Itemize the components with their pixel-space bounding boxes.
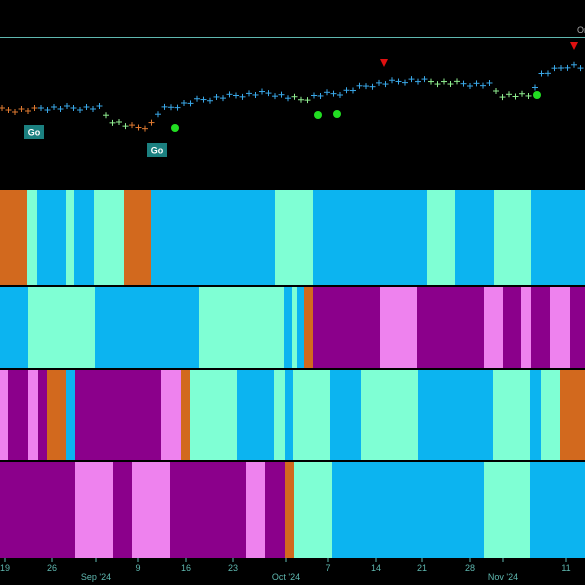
x-tick-label: 28 [465,563,475,573]
band-segment [66,370,75,460]
band-segment [297,287,304,368]
band-segment [124,190,151,285]
band-segment [113,462,132,558]
band-segment [380,287,417,368]
band-segment [274,370,285,460]
band-segment [27,190,37,285]
band-segment [531,190,585,285]
band-segment [304,287,313,368]
band-segment [94,190,124,285]
band-segment [361,370,418,460]
sell-signal [570,42,578,50]
x-tick-label: Sep '24 [81,572,111,582]
band-segment [484,287,503,368]
band-segment [285,370,293,460]
band-segment [66,190,74,285]
x-tick-label: 16 [181,563,191,573]
band-segment [47,370,66,460]
band-segment [503,287,521,368]
band-segment [418,370,493,460]
buy-signal [171,124,179,132]
band-segment [292,287,297,368]
buy-signal [333,110,341,118]
band-segment [37,190,66,285]
band-segment [313,190,427,285]
buy-signal [533,91,541,99]
band-segment [313,287,380,368]
go-label: Go [28,128,41,138]
price-panel: Go Go [0,42,584,157]
band-segment [494,190,531,285]
band-segment [330,370,361,460]
band-segment [284,287,292,368]
band-segment [181,370,190,460]
x-tick-label: 26 [47,563,57,573]
band-segment [0,287,28,368]
x-tick-label: 7 [325,563,330,573]
band-segment [0,462,75,558]
band-segment [530,462,585,558]
band-segment [151,190,275,285]
band-segment [427,190,455,285]
band-segment [521,287,531,368]
band-segment [75,462,113,558]
band-segment [0,370,8,460]
band-segment [493,370,530,460]
band-segment [38,370,47,460]
band-segment [8,370,28,460]
band-segment [417,287,484,368]
x-tick-label: Nov '24 [488,572,518,582]
buy-signal [314,111,322,119]
band-segment [28,370,38,460]
x-tick-label: 23 [228,563,238,573]
sell-signal [380,59,388,67]
band-segment [560,370,585,460]
band-segment [75,370,161,460]
band-segment [541,370,560,460]
band-segment [74,190,94,285]
band-segment [161,370,181,460]
band-segment [132,462,170,558]
band-segment [455,190,494,285]
x-tick-label: 19 [0,563,10,573]
band-segment [265,462,285,558]
band-segment [190,370,237,460]
x-tick-label: 14 [371,563,381,573]
band-segment [285,462,294,558]
x-tick-label: 9 [135,563,140,573]
x-axis: 19 26 Sep '24 9 16 23 Oct '24 7 14 21 28 Nov '24 11 [0,558,571,582]
corner-label: Or [577,25,585,35]
band-segment [275,190,313,285]
go-label: Go [151,146,164,156]
x-tick-label: 11 [561,563,570,573]
band-segment [484,462,530,558]
band-segment [531,287,550,368]
band-segment [237,370,274,460]
band-segment [28,287,95,368]
x-tick-label: 21 [417,563,427,573]
band-segment [332,462,484,558]
go-badge [147,143,167,157]
band-segment [293,370,330,460]
regime-bands [0,190,585,558]
x-tick-label: Oct '24 [272,572,300,582]
band-segment [0,190,27,285]
band-segment [199,287,284,368]
band-segment [170,462,246,558]
band-segment [570,287,585,368]
band-segment [530,370,541,460]
go-badge [24,125,44,139]
band-segment [246,462,265,558]
band-segment [550,287,570,368]
band-segment [95,287,199,368]
band-segment [294,462,332,558]
